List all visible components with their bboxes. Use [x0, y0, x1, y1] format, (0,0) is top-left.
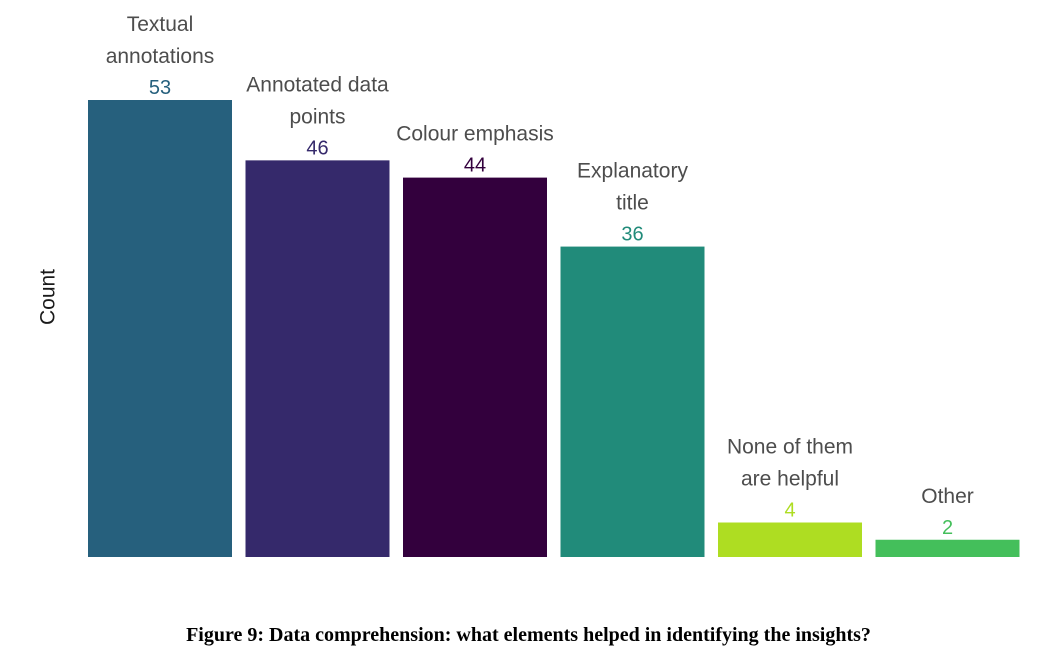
value-label-3: 36 — [621, 224, 643, 246]
y-axis-label: Count — [37, 269, 60, 325]
category-label-2-0: Colour emphasis — [396, 123, 554, 146]
bar-0 — [88, 100, 232, 557]
value-label-5: 2 — [942, 517, 953, 539]
bar-chart: Count 53 Textual annotations 46 Annotated da… — [37, 13, 1020, 558]
category-label-4-1: are helpful — [741, 468, 839, 491]
bar-3 — [560, 246, 705, 557]
category-label-3-0: Explanatory — [577, 160, 688, 183]
category-label-4-0: None of them — [727, 436, 853, 459]
category-label-0-0: Textual — [127, 13, 194, 36]
category-label-5-0: Other — [921, 485, 974, 508]
category-label-0-1: annotations — [106, 45, 215, 68]
figure-caption: Figure 9: Data comprehension: what eleme… — [186, 624, 871, 646]
bar-4 — [718, 522, 862, 557]
value-label-4: 4 — [784, 500, 795, 522]
category-label-3-1: title — [616, 192, 649, 215]
category-label-1-0: Annotated data — [246, 73, 389, 96]
bar-5 — [875, 539, 1020, 557]
value-label-1: 46 — [306, 137, 328, 159]
bar-1 — [245, 160, 390, 557]
bar-2 — [403, 177, 547, 558]
bars: 53 Textual annotations 46 Annotated data poin… — [88, 13, 1020, 558]
value-label-0: 53 — [149, 77, 171, 99]
value-label-2: 44 — [464, 155, 486, 177]
category-label-1-1: points — [289, 105, 345, 128]
